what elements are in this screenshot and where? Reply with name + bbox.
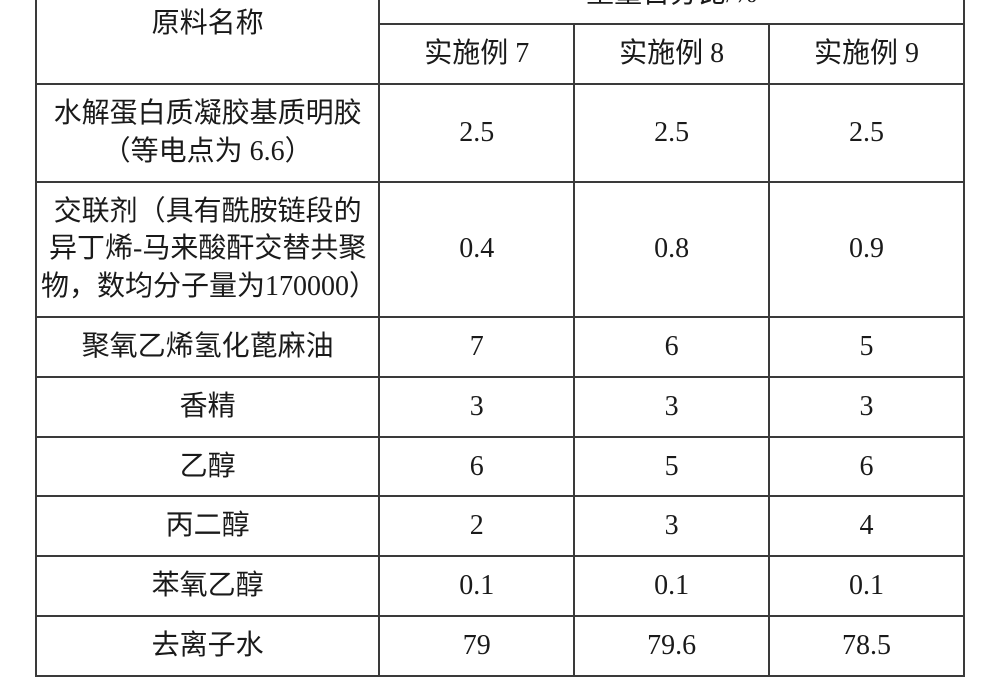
- table-row: 苯氧乙醇 0.1 0.1 0.1: [36, 556, 964, 616]
- row-val: 3: [574, 377, 769, 437]
- row-name: 苯氧乙醇: [36, 556, 379, 616]
- row-val: 3: [379, 377, 574, 437]
- row-val: 5: [574, 437, 769, 497]
- row-val: 79.6: [574, 616, 769, 676]
- table-row: 香精 3 3 3: [36, 377, 964, 437]
- table-row: 聚氧乙烯氢化蓖麻油 7 6 5: [36, 317, 964, 377]
- row-val: 4: [769, 496, 964, 556]
- row-name: 交联剂（具有酰胺链段的异丁烯-马来酸酐交替共聚物，数均分子量为170000）: [36, 182, 379, 317]
- table-row: 水解蛋白质凝胶基质明胶（等电点为 6.6） 2.5 2.5 2.5: [36, 84, 964, 182]
- row-val: 0.4: [379, 182, 574, 317]
- row-val: 6: [769, 437, 964, 497]
- row-val: 0.8: [574, 182, 769, 317]
- header-col-2: 实施例 9: [769, 24, 964, 84]
- row-val: 5: [769, 317, 964, 377]
- header-col-1: 实施例 8: [574, 24, 769, 84]
- row-val: 78.5: [769, 616, 964, 676]
- row-name: 丙二醇: [36, 496, 379, 556]
- header-row-name: 原料名称: [36, 0, 379, 84]
- row-name: 乙醇: [36, 437, 379, 497]
- row-name: 香精: [36, 377, 379, 437]
- row-name: 聚氧乙烯氢化蓖麻油: [36, 317, 379, 377]
- row-val: 0.1: [379, 556, 574, 616]
- row-val: 79: [379, 616, 574, 676]
- row-val: 0.1: [769, 556, 964, 616]
- row-name: 水解蛋白质凝胶基质明胶（等电点为 6.6）: [36, 84, 379, 182]
- table-row: 去离子水 79 79.6 78.5: [36, 616, 964, 676]
- row-val: 3: [769, 377, 964, 437]
- header-group: 重量百分比/%: [379, 0, 964, 24]
- row-name: 去离子水: [36, 616, 379, 676]
- row-val: 2.5: [769, 84, 964, 182]
- row-val: 2: [379, 496, 574, 556]
- row-val: 6: [379, 437, 574, 497]
- table-row: 丙二醇 2 3 4: [36, 496, 964, 556]
- row-val: 7: [379, 317, 574, 377]
- table-body: 水解蛋白质凝胶基质明胶（等电点为 6.6） 2.5 2.5 2.5 交联剂（具有…: [36, 84, 964, 676]
- header-col-0: 实施例 7: [379, 24, 574, 84]
- row-val: 2.5: [379, 84, 574, 182]
- row-val: 3: [574, 496, 769, 556]
- table-row: 交联剂（具有酰胺链段的异丁烯-马来酸酐交替共聚物，数均分子量为170000） 0…: [36, 182, 964, 317]
- row-val: 2.5: [574, 84, 769, 182]
- row-val: 0.1: [574, 556, 769, 616]
- row-val: 0.9: [769, 182, 964, 317]
- table-header: 原料名称 重量百分比/% 实施例 7 实施例 8 实施例 9: [36, 0, 964, 84]
- composition-table-container: 原料名称 重量百分比/% 实施例 7 实施例 8 实施例 9 水解蛋白质凝胶基质…: [35, 0, 965, 677]
- table-row: 乙醇 6 5 6: [36, 437, 964, 497]
- row-val: 6: [574, 317, 769, 377]
- composition-table: 原料名称 重量百分比/% 实施例 7 实施例 8 实施例 9 水解蛋白质凝胶基质…: [35, 0, 965, 677]
